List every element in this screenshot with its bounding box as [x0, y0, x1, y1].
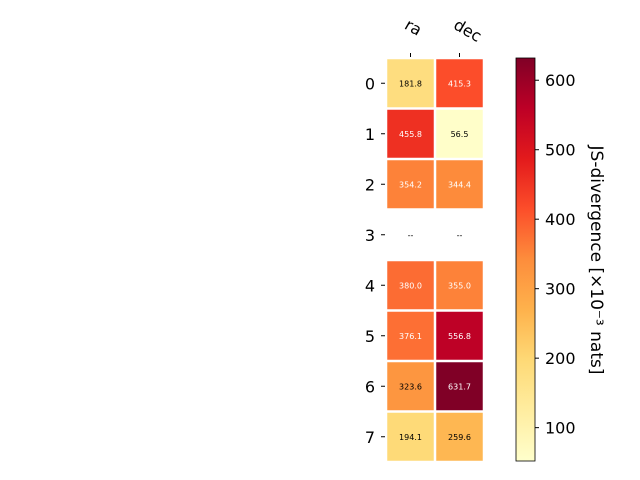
colorbar-tick-label-400: 400: [545, 210, 576, 229]
heatmap-cell-5-ra: [387, 311, 434, 360]
cell-label-2-dec: 344.4: [448, 180, 471, 189]
colorbar-tick-label-500: 500: [545, 141, 576, 160]
heatmap-cell-4-dec: [436, 261, 483, 310]
column-label-dec: dec: [451, 15, 485, 46]
heatmap-cell-7-dec: [436, 412, 483, 461]
cell-label-0-dec: 415.3: [448, 79, 471, 88]
colorbar-gradient: [515, 57, 536, 462]
colorbar: 100 200 300 400 500 600 JS-divergence [×10⁻³ …: [515, 57, 606, 462]
cell-label-6-dec: 631.7: [448, 382, 471, 391]
heatmap-cell-5-dec: [436, 311, 483, 360]
cell-label-5-ra: 376.1: [399, 332, 422, 341]
heatmap-cell-6-dec: [436, 362, 483, 411]
cell-label-7-ra: 194.1: [399, 433, 422, 442]
cell-label-0-ra: 181.8: [399, 79, 422, 88]
row-label-6: 6: [365, 377, 375, 396]
heatmap-cell-4-ra: [387, 261, 434, 310]
row-label-5: 5: [365, 327, 375, 346]
heatmap-cell-2-dec: [436, 160, 483, 209]
column-label-ra: ra: [402, 15, 426, 40]
colorbar-tick-label-300: 300: [545, 280, 576, 299]
column-axis: ra dec: [402, 15, 485, 57]
colorbar-tick-label-600: 600: [545, 71, 576, 90]
heatmap-cell-1-dec: [436, 109, 483, 158]
cell-label-4-dec: 355.0: [448, 281, 471, 290]
colorbar-tick-label-100: 100: [545, 419, 576, 438]
colorbar-tick-label-200: 200: [545, 349, 576, 368]
heatmap-cell-3-dec: [436, 210, 483, 259]
cell-label-3-dec: --: [457, 231, 463, 240]
cell-label-4-ra: 380.0: [399, 281, 422, 290]
cell-label-7-dec: 259.6: [448, 433, 471, 442]
heatmap-cell-1-ra: [387, 109, 434, 158]
heatmap-cell-7-ra: [387, 412, 434, 461]
colorbar-ticks: 100 200 300 400 500 600: [535, 71, 576, 438]
heatmap-cell-6-ra: [387, 362, 434, 411]
heatmap-cells: 181.8 415.3 455.8 56.5 354.2 344.4 -- -- 380.0 35…: [387, 59, 483, 461]
row-label-7: 7: [365, 428, 375, 447]
cell-label-2-ra: 354.2: [399, 180, 422, 189]
cell-label-5-dec: 556.8: [448, 332, 471, 341]
row-label-3: 3: [365, 226, 375, 245]
heatmap-cell-2-ra: [387, 160, 434, 209]
row-label-4: 4: [365, 276, 375, 295]
cell-label-6-ra: 323.6: [399, 382, 422, 391]
heatmap-cell-3-ra: [387, 210, 434, 259]
cell-label-3-ra: --: [408, 231, 414, 240]
row-label-0: 0: [365, 74, 375, 93]
row-axis: 0 1 2 3 4 5 6 7: [365, 74, 385, 447]
cell-label-1-dec: 56.5: [451, 130, 469, 139]
heatmap-cell-0-ra: [387, 59, 434, 108]
row-label-2: 2: [365, 175, 375, 194]
row-label-1: 1: [365, 125, 375, 144]
cell-label-1-ra: 455.8: [399, 130, 422, 139]
colorbar-label: JS-divergence [×10⁻³ nats]: [586, 145, 606, 375]
heatmap-cell-0-dec: [436, 59, 483, 108]
